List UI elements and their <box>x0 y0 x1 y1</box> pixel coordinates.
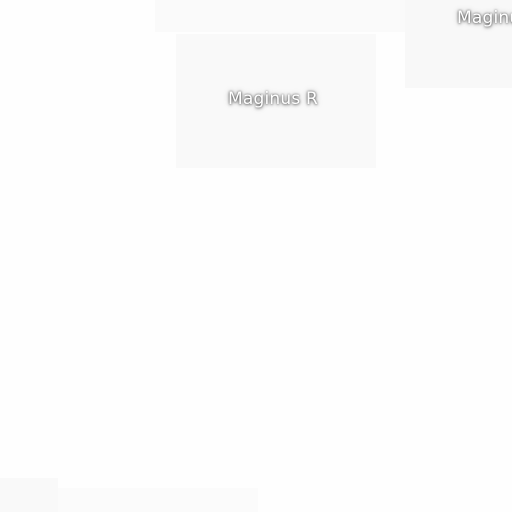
feature-label-maginus[interactable]: Maginus <box>457 8 512 28</box>
map-surface-tile <box>0 478 58 512</box>
map-surface-tile <box>155 0 405 32</box>
map-surface-tile <box>58 488 258 512</box>
map-surface-tile <box>405 0 512 88</box>
feature-label-maginus-r[interactable]: Maginus R <box>228 89 319 109</box>
map-surface-tile <box>176 34 376 168</box>
